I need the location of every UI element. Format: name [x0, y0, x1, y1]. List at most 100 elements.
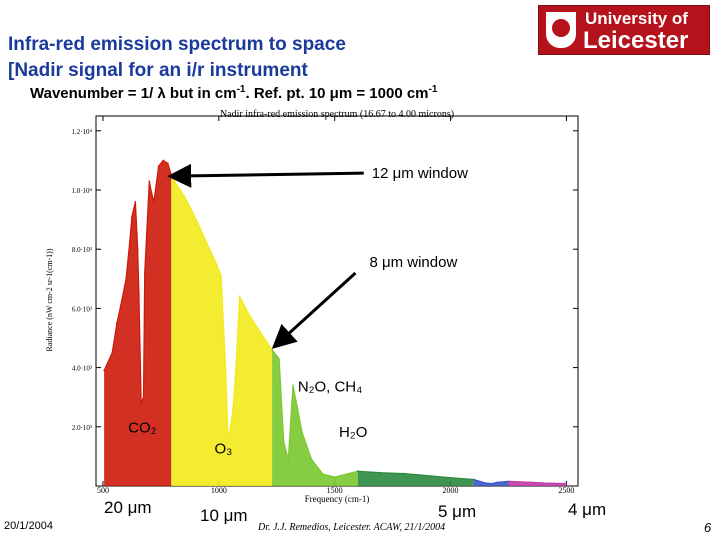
spectrum-point	[131, 215, 133, 218]
spectrum-point	[472, 478, 475, 481]
logo-line-2: Leicester	[583, 27, 689, 54]
annotation-label: 8 μm window	[369, 254, 457, 271]
spectrum-point	[190, 208, 192, 211]
annotation-arrow	[271, 271, 357, 349]
annotation-label: H₂O	[339, 424, 367, 441]
spectrum-point	[176, 184, 178, 187]
spectrum-point	[296, 408, 299, 410]
spectrum-point	[136, 248, 139, 250]
spectrum-point	[426, 474, 429, 477]
slide-subtitle: Wavenumber = 1/ λ but in cm-1. Ref. pt. …	[30, 84, 437, 102]
spectrum-point	[234, 381, 236, 384]
x-axis-label: Frequency (cm-1)	[305, 494, 370, 504]
spectrum-point	[292, 384, 294, 387]
spectrum-point	[403, 472, 406, 475]
spectrum-point	[542, 482, 545, 484]
spectrum-point	[496, 481, 498, 484]
spectrum-area	[171, 175, 273, 486]
wavelength-label-10um: 10 μm	[200, 506, 248, 525]
annotation-label: 12 μm window	[372, 165, 468, 182]
spectrum-point	[215, 263, 218, 265]
spectrum-point	[128, 242, 131, 245]
spectrum-point	[322, 473, 324, 475]
spectrum-point	[140, 402, 142, 404]
slide-date: 20/1/2004	[4, 520, 53, 532]
spectrum-point	[199, 227, 202, 230]
spectrum-point	[264, 338, 266, 341]
spectrum-point	[148, 180, 151, 182]
spectrum-point	[208, 248, 211, 250]
annotation-arrow	[167, 163, 364, 188]
spectrum-point	[380, 471, 382, 474]
wavelength-label-4um: 4 μm	[568, 500, 607, 519]
spectrum-point	[162, 159, 165, 162]
y-tick-label: 4.0·10³	[72, 365, 92, 373]
spectrum-point	[238, 295, 241, 298]
spectrum-point	[231, 411, 234, 413]
x-tick-label: 1500	[327, 486, 343, 495]
spectrum-point	[150, 192, 153, 194]
y-axis-label: Radiance (nW cm-2 sr-1(cm-1))	[45, 248, 54, 351]
y-tick-label: 1.2·10⁴	[71, 128, 92, 136]
spectrum-point	[248, 313, 250, 316]
spectrum-point	[333, 476, 336, 478]
spectrum-point	[138, 292, 140, 295]
y-tick-label: 6.0·10³	[72, 305, 92, 313]
spectrum-point	[125, 278, 127, 280]
spectrum-point	[282, 440, 285, 443]
spectrum-point	[565, 482, 568, 485]
spectrum-point	[134, 201, 137, 203]
spectrum-point	[227, 440, 229, 443]
subtitle-main: Wavenumber = 1/ λ but in cm	[30, 85, 237, 102]
spectrum-point	[530, 481, 533, 484]
spectrum-point	[116, 322, 118, 325]
slide-footer: Dr. J.J. Remedios, Leicester. ACAW, 21/1…	[258, 522, 446, 533]
spectrum-point	[103, 369, 105, 372]
slide-title-line-1: Infra-red emission spectrum to space	[8, 34, 346, 55]
university-logo: University of Leicester	[538, 5, 710, 55]
spectrum-point	[301, 431, 304, 434]
annotation-label: N₂O, CH₄	[298, 378, 362, 395]
x-tick-label: 2000	[443, 486, 459, 495]
spectrum-point	[449, 476, 452, 479]
chart-title: Nadir infra-red emission spectrum (16.67…	[220, 109, 454, 120]
spectrum-point	[257, 328, 260, 330]
spectrum-point	[220, 275, 222, 277]
spectrum-point	[357, 470, 359, 473]
spectrum-point	[153, 201, 155, 203]
y-tick-label: 8.0·10³	[72, 246, 92, 254]
spectrum-line	[103, 159, 172, 404]
spectrum-point	[554, 482, 556, 485]
crest-icon	[544, 10, 578, 50]
logo-line-1: University of	[585, 9, 688, 28]
spectrum-area	[272, 349, 358, 486]
spectrum-point	[121, 295, 124, 298]
subtitle-sup-1: -1	[236, 84, 246, 95]
spectrum-line	[508, 480, 567, 485]
spectrum-area	[473, 479, 509, 486]
annotation-label: O₃	[215, 440, 233, 457]
page-number: 6	[704, 520, 712, 535]
x-tick-label: 2500	[558, 486, 574, 495]
spectrum-line	[271, 349, 359, 478]
spectrum-point	[170, 174, 173, 176]
spectrum-area	[104, 160, 172, 486]
spectrum-point	[143, 272, 146, 274]
spectrum-point	[491, 482, 494, 485]
spectrum-line	[357, 470, 474, 481]
wavelength-label-5um: 5 μm	[438, 502, 477, 521]
annotation-label: CO₂	[128, 420, 157, 437]
subtitle-sup-2: -1	[428, 84, 438, 95]
spectrum-point	[310, 458, 313, 461]
spectrum-point	[287, 458, 290, 461]
x-tick-label: 500	[97, 486, 109, 495]
spectrum-point	[278, 357, 280, 360]
slide-title-line-2: [Nadir signal for an i/r instrument	[8, 60, 308, 81]
spectrum-point	[224, 372, 227, 375]
spectrum-point	[484, 482, 487, 484]
y-tick-label: 1.0·10⁴	[71, 187, 92, 195]
spectrum-point	[271, 349, 273, 351]
y-tick-label: 2.0·10³	[72, 424, 92, 432]
spectrum-area	[357, 471, 474, 486]
